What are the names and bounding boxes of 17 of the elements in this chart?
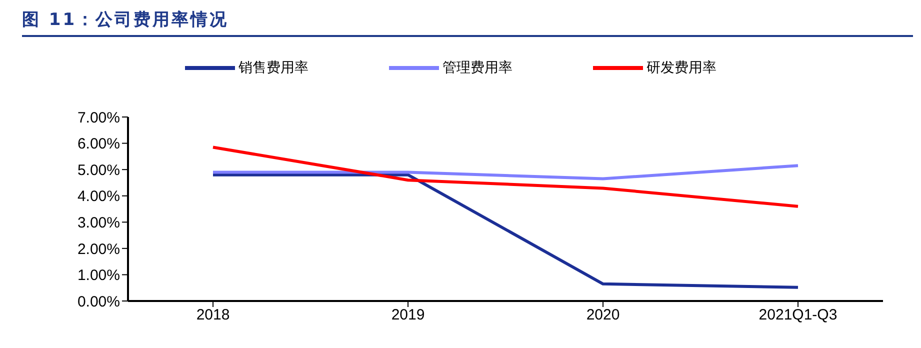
x-tick-label: 2018 [196, 306, 230, 324]
line-series [212, 146, 800, 208]
y-tick-label: 1.00% [77, 267, 120, 284]
y-tick-label: 4.00% [77, 188, 120, 206]
x-tick-label: 2020 [586, 306, 620, 324]
legend-label: 销售费用率 [238, 59, 308, 77]
x-tick-label: 2021Q1-Q3 [758, 306, 838, 324]
y-tick-label: 3.00% [77, 214, 120, 232]
y-tick-label: 0.00% [77, 293, 120, 310]
y-tick-label: 6.00% [77, 136, 120, 153]
y-tick-label: 2.00% [77, 240, 120, 258]
legend-label: 研发费用率 [646, 59, 716, 77]
y-tick-label: 5.00% [77, 162, 120, 179]
legend-label: 管理费用率 [442, 59, 512, 77]
chart-title: 图 11：公司费用率情况 [22, 8, 913, 37]
x-tick-label: 2019 [391, 306, 425, 324]
y-tick-label: 7.00% [77, 109, 120, 126]
